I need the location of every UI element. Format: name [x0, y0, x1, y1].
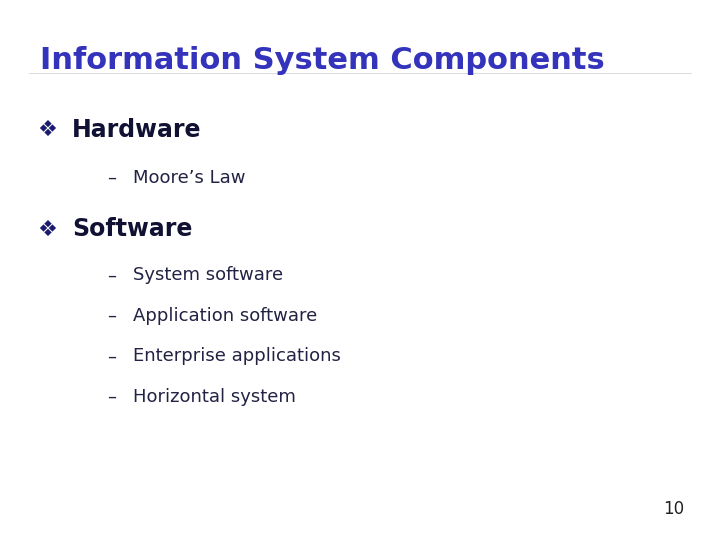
Text: ❖: ❖ [37, 219, 57, 240]
Text: 10: 10 [662, 501, 684, 518]
Text: –: – [107, 307, 116, 325]
Text: –: – [107, 388, 116, 406]
Text: Enterprise applications: Enterprise applications [133, 347, 341, 366]
Text: Software: Software [72, 218, 192, 241]
Text: –: – [107, 266, 116, 285]
Text: Hardware: Hardware [72, 118, 202, 141]
Text: –: – [107, 169, 116, 187]
Text: Moore’s Law: Moore’s Law [133, 169, 246, 187]
Text: Application software: Application software [133, 307, 318, 325]
Text: System software: System software [133, 266, 284, 285]
Text: Information System Components: Information System Components [40, 46, 604, 75]
Text: –: – [107, 347, 116, 366]
Text: ❖: ❖ [37, 119, 57, 140]
Text: Horizontal system: Horizontal system [133, 388, 296, 406]
